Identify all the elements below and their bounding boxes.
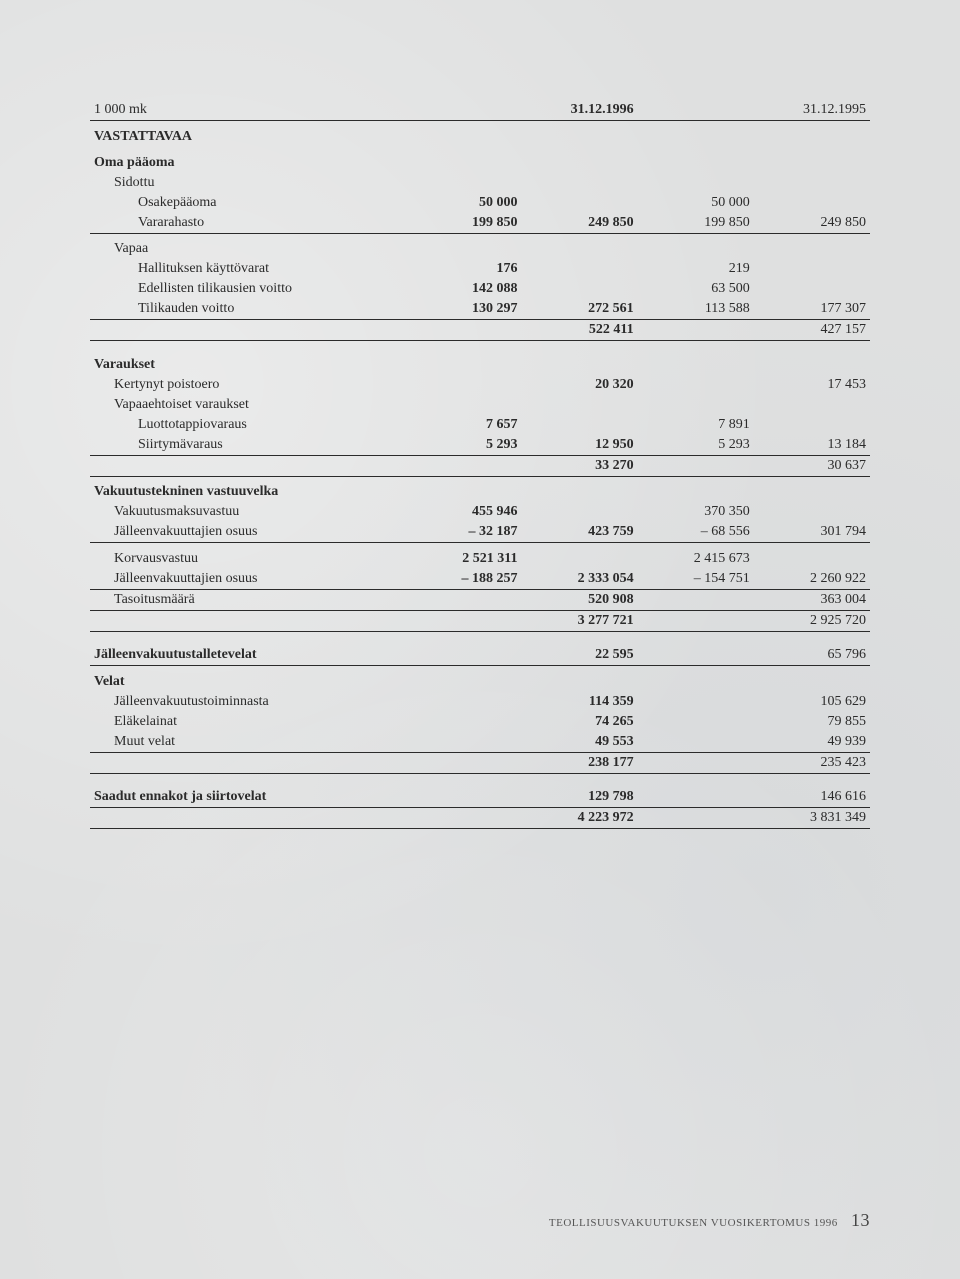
row-vararahasto: Vararahasto 199 850 249 850 199 850 249 … [90,213,870,234]
row-osakepaaoma: Osakepääoma 50 000 50 000 [90,193,870,213]
page-footer: TEOLLISUUSVAKUUTUKSEN VUOSIKERTOMUS 1996… [549,1210,870,1231]
row-oma-sum: 522 411 427 157 [90,320,870,341]
row-siirtymavaraus: Siirtymävaraus 5 293 12 950 5 293 13 184 [90,435,870,456]
section-vastattavaa: VASTATTAVAA [90,127,405,147]
row-vapaaehtoiset: Vapaaehtoiset varaukset [90,395,405,415]
row-hallituksen-kayttovarat: Hallituksen käyttövarat 176 219 [90,259,870,279]
footer-text: TEOLLISUUSVAKUUTUKSEN VUOSIKERTOMUS 1996 [549,1217,838,1229]
table-header-row: 1 000 mk 31.12.1996 31.12.1995 [90,100,870,121]
unit-label: 1 000 mk [90,100,405,121]
row-varaukset-sum: 33 270 30 637 [90,455,870,476]
balance-sheet-table: 1 000 mk 31.12.1996 31.12.1995 VASTATTAV… [90,100,870,829]
date-col-1: 31.12.1996 [521,100,637,121]
row-jalleenvakuuttajien-2: Jälleenvakuuttajien osuus – 188 257 2 33… [90,569,870,590]
row-tasoitusmaara: Tasoitusmäärä 520 908 363 004 [90,589,870,610]
section-oma-paaoma: Oma pääoma [90,153,405,173]
row-korvausvastuu: Korvausvastuu 2 521 311 2 415 673 [90,549,870,569]
row-saadut-ennakot: Saadut ennakot ja siirtovelat 129 798 14… [90,787,870,808]
row-edellisten-tilikausien: Edellisten tilikausien voitto 142 088 63… [90,279,870,299]
row-jalleenvakuuttajien-1: Jälleenvakuuttajien osuus – 32 187 423 7… [90,522,870,543]
row-vak-sum: 3 277 721 2 925 720 [90,610,870,631]
row-elakelainat: Eläkelainat 74 265 79 855 [90,712,870,732]
row-sidottu: Sidottu [90,173,405,193]
row-muut-velat: Muut velat 49 553 49 939 [90,732,870,753]
section-varaukset: Varaukset [90,355,405,375]
row-vakuutusmaksuvastuu: Vakuutusmaksuvastuu 455 946 370 350 [90,502,870,522]
row-vapaa: Vapaa [90,239,405,259]
row-velat-sum: 238 177 235 423 [90,752,870,773]
row-grand-total: 4 223 972 3 831 349 [90,808,870,829]
section-velat: Velat [90,672,405,692]
row-jalleenvakuutustoiminnasta: Jälleenvakuutustoiminnasta 114 359 105 6… [90,692,870,712]
page-number: 13 [851,1210,870,1230]
section-vakuutustekninen: Vakuutustekninen vastuuvelka [90,482,405,502]
row-tilikauden-voitto: Tilikauden voitto 130 297 272 561 113 58… [90,299,870,320]
row-jalleenvakuutustalletevelat: Jälleenvakuutustalletevelat 22 595 65 79… [90,645,870,666]
date-col-2: 31.12.1995 [754,100,870,121]
row-kertynyt-poistoero: Kertynyt poistoero 20 320 17 453 [90,375,870,395]
balance-sheet-page: 1 000 mk 31.12.1996 31.12.1995 VASTATTAV… [0,0,960,869]
row-luottotappiovaraus: Luottotappiovaraus 7 657 7 891 [90,415,870,435]
